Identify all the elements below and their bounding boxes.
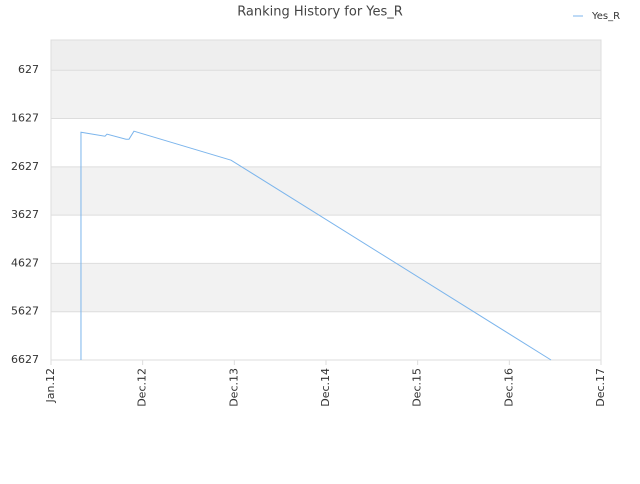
y-tick-label: 4627	[11, 256, 39, 269]
y-tick-label: 2627	[11, 160, 39, 173]
chart-title: Ranking History for Yes_R	[237, 5, 403, 20]
x-tick-label: Dec.13	[227, 368, 240, 407]
band	[51, 70, 601, 119]
band	[51, 166, 601, 216]
x-tick-label: Dec.16	[502, 368, 515, 407]
line-series	[80, 130, 552, 361]
y-tick-label: 627	[18, 63, 39, 76]
y-tick-label: 6627	[11, 353, 39, 366]
plot-border	[50, 39, 602, 361]
y-tick-label: 1627	[11, 112, 39, 125]
band	[51, 215, 601, 264]
band	[51, 263, 601, 312]
band	[51, 40, 601, 71]
band	[51, 118, 601, 167]
x-tick-label: Dec.14	[319, 368, 332, 407]
x-tick-label: Jan.12	[44, 368, 57, 403]
band	[51, 311, 601, 360]
x-tick-label: Dec.15	[411, 368, 424, 407]
x-tick-label: Dec.12	[136, 368, 149, 407]
y-tick-label: 5627	[11, 305, 39, 318]
x-tick-label: Dec.17	[594, 368, 607, 407]
y-tick-label: 3627	[11, 208, 39, 221]
legend-label: Yes_R	[591, 11, 620, 22]
